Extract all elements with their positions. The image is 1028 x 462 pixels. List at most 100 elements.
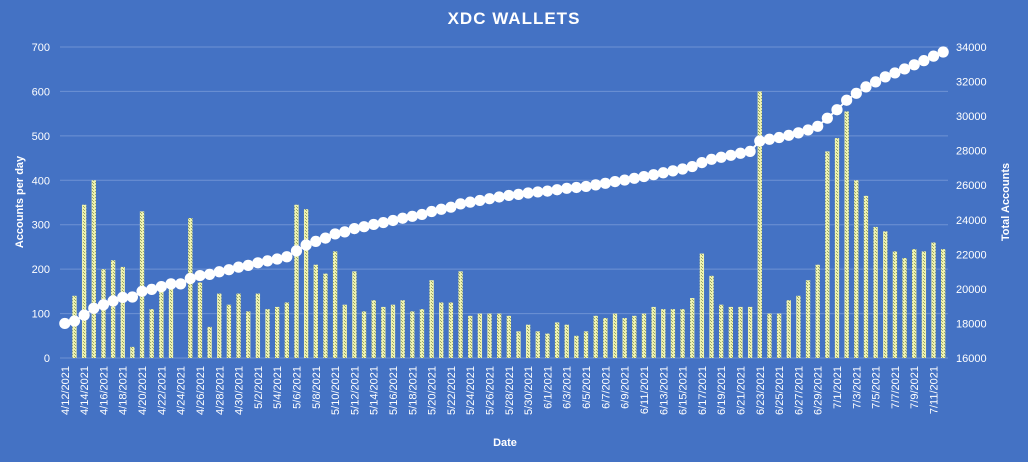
point [802, 124, 814, 136]
bar [612, 313, 618, 358]
bar [525, 324, 531, 358]
y-tick-label: 100 [32, 309, 50, 321]
y-tick-label: 300 [32, 220, 50, 232]
y-tick-label: 200 [32, 264, 50, 276]
x-tick-label: 4/30/2021 [234, 366, 246, 415]
x-tick-label: 7/9/2021 [909, 366, 921, 409]
bar [236, 293, 241, 358]
x-tick-label: 5/28/2021 [504, 366, 516, 415]
bar [883, 231, 888, 358]
point [522, 187, 534, 199]
point [725, 149, 737, 161]
bar [873, 226, 878, 358]
bar [535, 331, 540, 358]
bar [275, 306, 280, 358]
bar [130, 346, 135, 358]
bars-series [72, 91, 946, 359]
x-axis-ticks: 4/12/2021 4/14/2021 4/16/2021 4/18/2021 4/20… [60, 366, 941, 415]
point [619, 174, 631, 186]
y-tick-label: 500 [32, 131, 50, 143]
x-axis-label: Date [493, 437, 517, 449]
point [908, 59, 920, 71]
bar [825, 151, 830, 358]
point [97, 299, 110, 311]
bar [352, 271, 357, 358]
y2-tick-label: 32000 [956, 77, 987, 89]
bar [622, 318, 627, 358]
bar [439, 302, 444, 358]
point [705, 153, 718, 165]
point [715, 151, 727, 163]
point [812, 120, 824, 132]
point [348, 222, 360, 235]
point [78, 309, 90, 321]
point [879, 71, 891, 83]
x-tick-label: 6/11/2021 [639, 366, 651, 414]
point [329, 228, 341, 240]
point [580, 180, 592, 193]
point [213, 266, 225, 278]
point [426, 205, 438, 218]
y-tick-label: 400 [32, 175, 50, 187]
point [590, 179, 602, 191]
x-tick-label: 5/16/2021 [388, 366, 400, 415]
bar [110, 260, 116, 358]
bar [815, 264, 820, 358]
bar [168, 286, 174, 358]
bar [921, 251, 927, 358]
point [310, 235, 322, 247]
bar [661, 309, 666, 358]
bar [892, 251, 898, 358]
bar [583, 331, 589, 358]
x-tick-label: 7/3/2021 [851, 366, 863, 409]
point [503, 189, 515, 202]
bar [149, 309, 154, 358]
point [493, 191, 505, 203]
point [783, 129, 795, 141]
bar [497, 313, 502, 358]
x-tick-label: 4/20/2021 [137, 366, 149, 415]
point [271, 253, 283, 265]
bar [796, 295, 801, 358]
bar [776, 313, 782, 358]
x-tick-label: 6/17/2021 [697, 366, 709, 415]
x-tick-label: 6/19/2021 [716, 366, 728, 415]
grid [60, 46, 948, 359]
point [898, 63, 911, 75]
bar [545, 333, 550, 358]
x-tick-label: 6/9/2021 [620, 366, 632, 409]
bar [81, 204, 87, 358]
x-tick-label: 7/1/2021 [832, 366, 844, 409]
point [686, 160, 698, 173]
point [937, 46, 949, 58]
point [126, 291, 138, 303]
point [763, 133, 776, 145]
x-tick-label: 5/18/2021 [407, 366, 419, 415]
x-tick-label: 5/2/2021 [253, 366, 265, 409]
bar [390, 304, 396, 358]
bar [284, 302, 289, 358]
bar [912, 249, 917, 358]
point [773, 131, 785, 144]
bar [332, 251, 338, 358]
y2-tick-label: 18000 [956, 318, 987, 330]
point [599, 177, 611, 189]
bar [516, 331, 521, 358]
point [657, 167, 669, 179]
bar [400, 300, 405, 358]
x-tick-label: 6/25/2021 [774, 366, 786, 415]
bar [101, 269, 106, 358]
x-tick-label: 4/28/2021 [214, 366, 226, 415]
point [368, 218, 380, 231]
bar [767, 313, 772, 358]
point [146, 283, 158, 296]
point [194, 269, 206, 282]
x-tick-label: 5/26/2021 [485, 366, 497, 415]
y-tick-label: 0 [44, 353, 50, 365]
x-tick-label: 4/14/2021 [79, 366, 91, 415]
bar [680, 309, 685, 358]
point [512, 188, 525, 200]
x-tick-label: 5/10/2021 [330, 366, 342, 415]
x-tick-label: 4/22/2021 [156, 366, 168, 415]
x-tick-label: 4/18/2021 [118, 366, 130, 415]
